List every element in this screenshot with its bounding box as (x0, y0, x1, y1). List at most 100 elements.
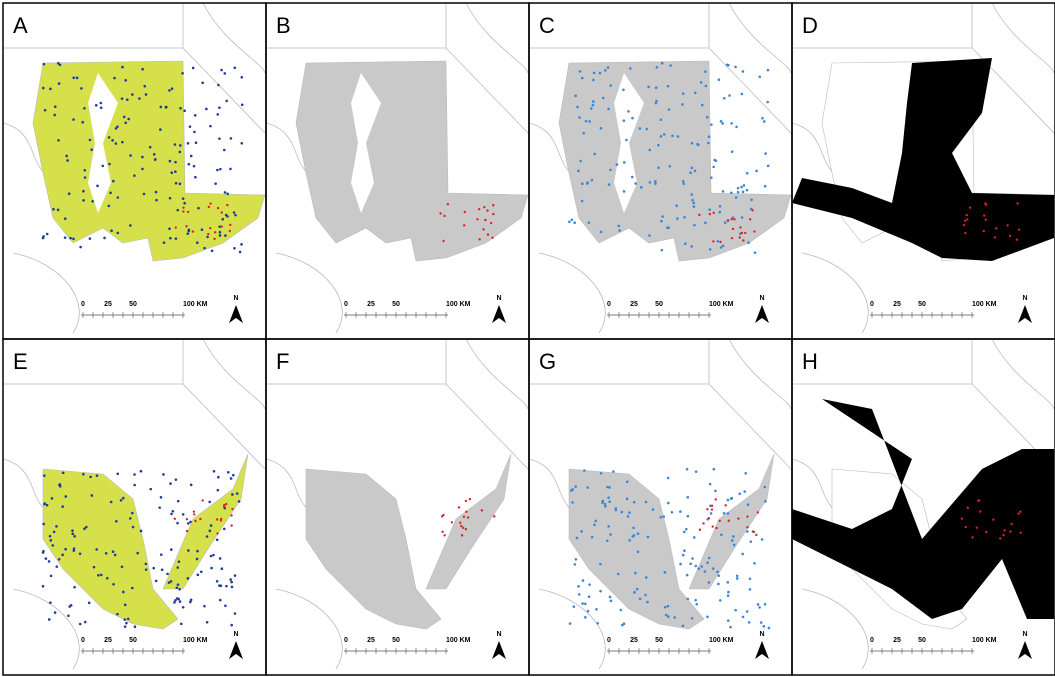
cell (116, 196, 120, 199)
panel-label: B (276, 13, 291, 38)
cell (694, 564, 698, 568)
cell (215, 579, 219, 583)
hotspot (715, 526, 718, 530)
cell (205, 535, 209, 538)
cell (730, 150, 734, 154)
scale-label: 100 KM (446, 301, 471, 308)
cell (627, 110, 630, 113)
cell (735, 574, 739, 578)
land (558, 60, 792, 262)
cell (69, 236, 72, 240)
hotspot (985, 530, 988, 534)
cell (42, 235, 45, 238)
cell (689, 562, 692, 566)
hotspot (486, 209, 489, 212)
hotspot (186, 210, 190, 214)
cell (229, 167, 232, 171)
north-label: N (233, 295, 238, 302)
hotspot (457, 506, 461, 509)
cell (584, 616, 587, 619)
cell (143, 84, 147, 88)
hotspot (1019, 510, 1022, 513)
cell (728, 94, 731, 97)
scale-label: 50 (129, 301, 137, 308)
cell (741, 552, 744, 556)
cell (718, 210, 722, 214)
cell (187, 229, 191, 233)
cell (208, 500, 211, 504)
cell (581, 182, 584, 186)
cell (171, 509, 175, 513)
cell (136, 551, 139, 555)
cell (114, 127, 118, 130)
cell (64, 495, 68, 498)
north-arrow (492, 641, 506, 659)
cell (696, 142, 699, 146)
hotspot (440, 515, 444, 518)
hotspot (966, 506, 969, 509)
hotspot (192, 510, 196, 513)
scale-label: 25 (367, 301, 375, 308)
cell (708, 248, 712, 251)
cell (75, 76, 79, 80)
cell (126, 617, 130, 621)
cell (614, 507, 618, 510)
cell (661, 215, 664, 218)
hotspot (1008, 234, 1012, 238)
cell (107, 136, 111, 139)
cell (80, 87, 83, 90)
cell (218, 225, 221, 228)
cell (174, 160, 177, 164)
cell (616, 572, 620, 576)
hotspot (751, 209, 754, 212)
hotspot (476, 218, 479, 221)
cell (205, 107, 208, 111)
cell (78, 552, 82, 556)
cell (620, 510, 624, 514)
cell (179, 106, 182, 110)
cell (120, 565, 124, 569)
cell (606, 485, 609, 489)
cell (716, 570, 719, 574)
cell (193, 114, 197, 117)
scale-label: 100 KM (709, 637, 734, 644)
cell (55, 565, 59, 568)
cell (609, 599, 613, 603)
hotspot (182, 210, 185, 213)
cell (218, 234, 222, 237)
cell (234, 213, 237, 217)
cell (726, 594, 730, 598)
cell (48, 534, 52, 538)
cell (634, 182, 637, 185)
cell (767, 626, 771, 630)
cell (607, 496, 610, 500)
hotspot (216, 532, 219, 535)
cell (196, 573, 200, 577)
cell (45, 503, 49, 507)
cell (133, 625, 137, 628)
cell (740, 216, 744, 219)
hotspot (1015, 238, 1019, 241)
scale-label: 50 (129, 637, 137, 644)
cell (58, 483, 62, 486)
cell (159, 128, 162, 131)
panel-frame (791, 338, 1055, 676)
cell (170, 87, 174, 91)
cell (582, 131, 585, 135)
cell (684, 527, 688, 531)
state-outline (791, 2, 1055, 334)
hotspot (215, 518, 219, 521)
cell (707, 135, 711, 139)
cell (41, 584, 45, 588)
cell (738, 492, 742, 496)
cell (83, 176, 87, 179)
cell (654, 86, 658, 89)
cell (676, 135, 680, 138)
cell (240, 141, 244, 145)
hotspot (731, 227, 735, 231)
channel (614, 73, 644, 213)
cell (83, 527, 86, 531)
cell (714, 159, 718, 163)
cell (651, 508, 655, 511)
cell (657, 166, 660, 170)
